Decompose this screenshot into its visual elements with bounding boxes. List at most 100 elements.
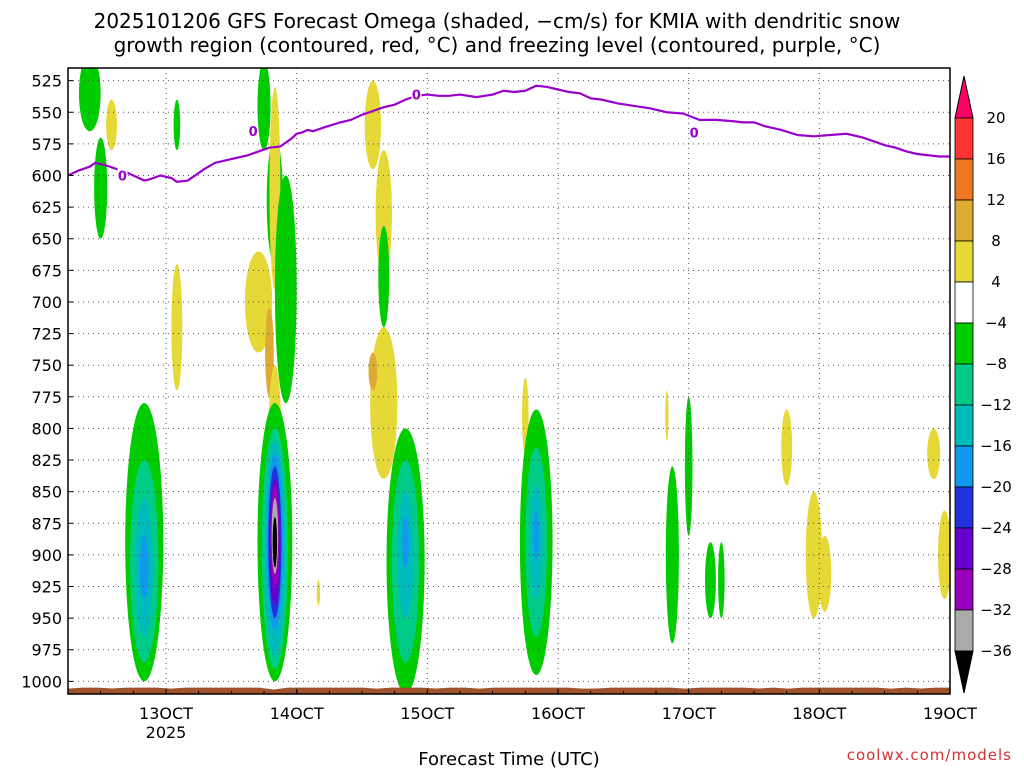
- omega-region-29: [927, 428, 941, 480]
- y-tick-label-675: 675: [31, 261, 62, 280]
- y-tick-label-775: 775: [31, 388, 62, 407]
- colorbar-label-7: −12: [980, 396, 1012, 414]
- omega-region-14: [378, 226, 390, 328]
- colorbar-label-2: 12: [986, 191, 1005, 209]
- omega-region-15: [370, 327, 398, 480]
- colorbar-segment-10: [954, 527, 974, 570]
- colorbar-segment-5: [954, 322, 974, 365]
- colorbar-bottom-arrow: [954, 650, 974, 694]
- omega-region-5: [257, 68, 271, 151]
- omega-region-23: [665, 466, 679, 644]
- y-tick-label-925: 925: [31, 578, 62, 597]
- y-tick-label-600: 600: [31, 166, 62, 185]
- y-axis: 525 550 575 600 625 650 675 700 725 750 775 800 825 8…: [21, 72, 73, 691]
- omega-shading: [78, 68, 950, 694]
- y-tick-label-950: 950: [31, 609, 62, 628]
- omega-region-2: [106, 99, 117, 151]
- freezing-label-bg: [689, 125, 700, 139]
- y-tick-label-650: 650: [31, 230, 62, 249]
- colorbar-top-arrow: [954, 75, 974, 119]
- colorbar-segment-9: [954, 486, 974, 529]
- y-tick-label-700: 700: [31, 293, 62, 312]
- terrain-layer: [68, 687, 950, 694]
- terrain-band: [68, 687, 950, 694]
- omega-region-1: [94, 137, 108, 239]
- omega-region-22: [684, 396, 693, 536]
- omega-region-16: [368, 352, 378, 391]
- colorbar-label-1: 16: [986, 150, 1005, 168]
- y-tick-label-575: 575: [31, 135, 62, 154]
- colorbar-label-8: −16: [980, 437, 1012, 455]
- omega-region-26: [781, 409, 793, 486]
- y-tick-label-825: 825: [31, 451, 62, 470]
- colorbar-segment-0: [954, 117, 974, 160]
- y-tick-label-525: 525: [31, 72, 62, 91]
- omega-region-8: [274, 175, 297, 404]
- x-tick-label-19OCT: 19OCT: [923, 704, 977, 723]
- chart-title-line-1: 2025101206 GFS Forecast Omega (shaded, −…: [94, 9, 901, 33]
- colorbar-segment-4: [954, 281, 974, 324]
- x-tick-label-16OCT: 16OCT: [531, 704, 585, 723]
- colorbar-label-12: −32: [980, 601, 1012, 619]
- colorbar-segment-3: [954, 240, 974, 283]
- x-axis-label: Forecast Time (UTC): [418, 749, 599, 768]
- y-tick-label-1000: 1000: [21, 672, 62, 691]
- colorbar-segment-6: [954, 363, 974, 406]
- omega-region-25: [718, 542, 725, 619]
- freezing-label-bg: [411, 87, 422, 101]
- omega-region-51: [533, 510, 539, 562]
- freezing-level-label-3: 0: [690, 126, 699, 141]
- y-tick-label-800: 800: [31, 419, 62, 438]
- omega-region-47: [402, 516, 409, 568]
- y-tick-label-875: 875: [31, 514, 62, 533]
- x-tick-label-13OCT: 13OCT: [139, 704, 193, 723]
- omega-region-28: [818, 535, 832, 612]
- colorbar-label-10: −24: [980, 519, 1012, 537]
- colorbar-label-3: 8: [991, 232, 1001, 250]
- freezing-level-label-0: 0: [118, 169, 127, 184]
- omega-region-24: [705, 542, 716, 619]
- omega-region-0: [78, 68, 101, 132]
- omega-region-34: [139, 535, 149, 600]
- grid-lines: [68, 68, 951, 694]
- colorbar-label-13: −36: [980, 642, 1012, 660]
- colorbar-label-11: −28: [980, 560, 1012, 578]
- credit-text: coolwx.com/models: [847, 746, 1012, 764]
- omega-region-21: [665, 390, 669, 442]
- freezing-level-layer: 0 0 0 0: [68, 84, 950, 184]
- omega-region-10: [265, 308, 274, 397]
- omega-region-30: [938, 510, 950, 600]
- omega-region-4: [171, 264, 183, 391]
- colorbar-segment-12: [954, 609, 974, 652]
- colorbar-label-9: −20: [980, 478, 1012, 496]
- freezing-label-bg: [117, 168, 128, 182]
- x-tick-sublabel: 2025: [146, 723, 187, 742]
- y-tick-label-975: 975: [31, 641, 62, 660]
- colorbar-segment-7: [954, 404, 974, 447]
- colorbar: 20 16 12 8 4 −4 −8 −12 −16 −20 −24 −28 −32 −36: [954, 75, 1012, 694]
- freezing-label-bg: [248, 124, 259, 138]
- plot-frame: [67, 67, 951, 695]
- freezing-level-label-1: 0: [249, 125, 258, 140]
- colorbar-segment-2: [954, 199, 974, 242]
- omega-region-43: [272, 516, 278, 568]
- chart-title-line-2: growth region (contoured, red, °C) and f…: [114, 33, 881, 57]
- x-tick-label-17OCT: 17OCT: [662, 704, 716, 723]
- freezing-level-line: [68, 84, 950, 183]
- y-tick-label-900: 900: [31, 546, 62, 565]
- colorbar-label-5: −4: [985, 314, 1007, 332]
- colorbar-segment-11: [954, 568, 974, 611]
- y-tick-label-725: 725: [31, 325, 62, 344]
- omega-region-3: [173, 99, 181, 151]
- y-tick-label-625: 625: [31, 198, 62, 217]
- x-tick-label-14OCT: 14OCT: [270, 704, 324, 723]
- x-tick-label-15OCT: 15OCT: [400, 704, 454, 723]
- y-tick-label-550: 550: [31, 103, 62, 122]
- colorbar-label-6: −8: [985, 355, 1007, 373]
- y-tick-label-850: 850: [31, 483, 62, 502]
- colorbar-label-0: 20: [986, 109, 1005, 127]
- colorbar-segment-8: [954, 445, 974, 488]
- colorbar-label-4: 4: [991, 273, 1001, 291]
